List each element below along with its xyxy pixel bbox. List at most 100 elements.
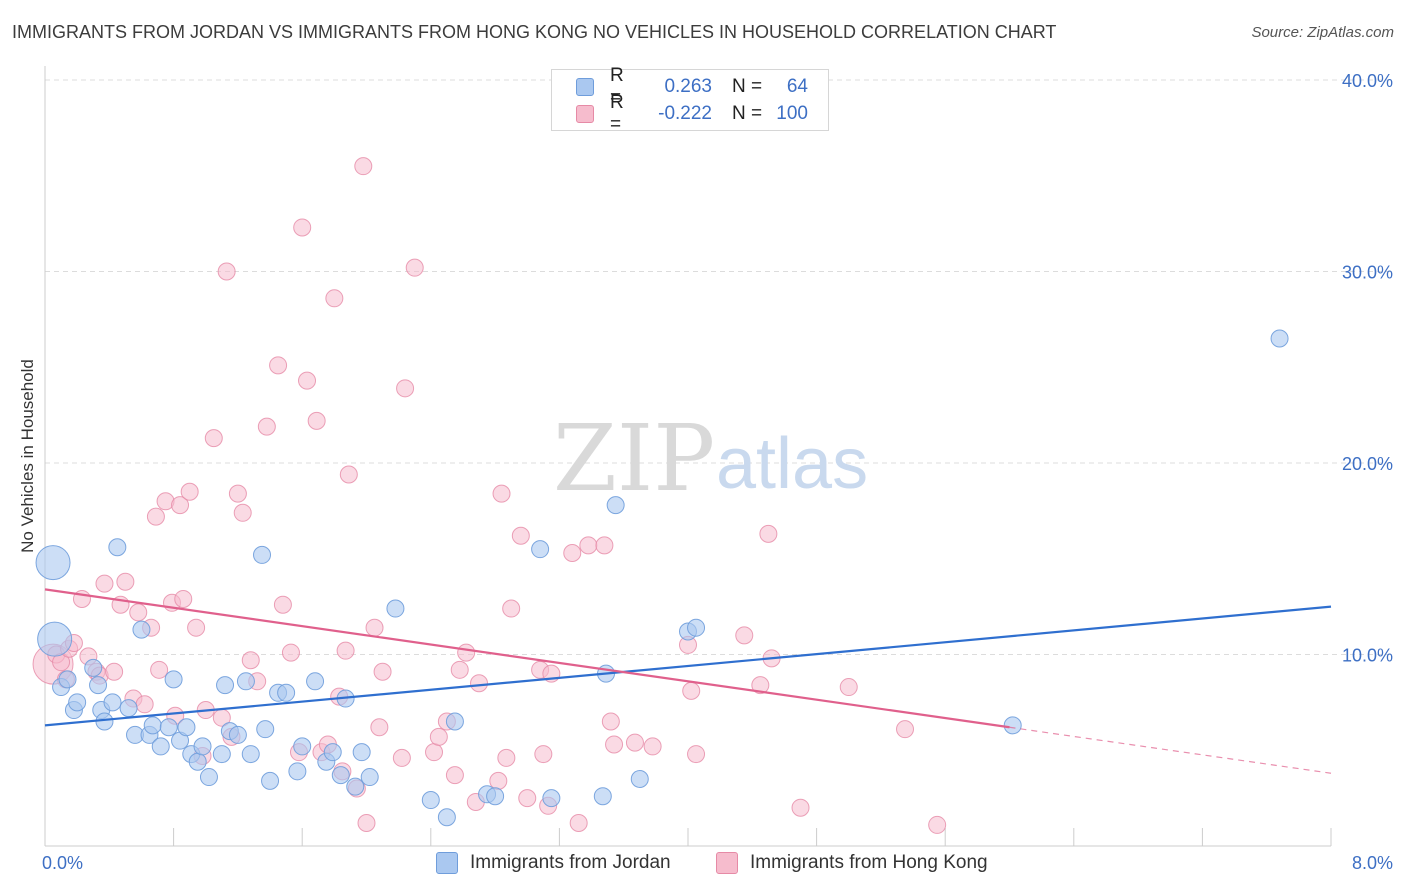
hongkong-point — [129, 603, 148, 622]
hongkong-point — [502, 599, 521, 618]
legend-r-value: 0.263 — [664, 76, 712, 97]
hongkong-point — [95, 574, 114, 593]
watermark-atlas: atlas — [716, 424, 868, 504]
hongkong-point — [735, 626, 754, 645]
hongkong-point — [605, 735, 624, 754]
hongkong-point — [625, 733, 644, 752]
hongkong-point — [682, 681, 701, 700]
hongkong-point — [204, 429, 223, 448]
jordan-point — [241, 745, 260, 764]
y-tick-label: 30.0% — [1342, 263, 1393, 283]
hongkong-point — [336, 641, 355, 660]
hongkong-point — [392, 748, 411, 767]
jordan-point — [108, 538, 127, 557]
axes — [44, 66, 1332, 847]
jordan-point — [199, 768, 218, 787]
hongkong-point — [269, 356, 288, 375]
jordan-point — [236, 672, 255, 691]
legend-item-hongkong: Immigrants from Hong Kong — [716, 852, 988, 874]
y-tick-label: 10.0% — [1342, 646, 1393, 666]
jordan-point — [143, 716, 162, 735]
hongkong-trend-extension — [1009, 726, 1332, 774]
hongkong-point — [217, 262, 236, 281]
hongkong-point — [228, 484, 247, 503]
hongkong-swatch — [576, 105, 594, 123]
x-tick-label: 8.0% — [1352, 853, 1393, 873]
watermark: ZIP atlas — [553, 405, 868, 512]
jordan-point — [256, 720, 275, 739]
hongkong-point — [298, 371, 317, 390]
legend-label-hongkong: Immigrants from Hong Kong — [750, 852, 988, 873]
jordan-point — [35, 545, 71, 581]
hongkong-point — [187, 618, 206, 637]
jordan-legend-swatch — [436, 852, 458, 874]
jordan-point — [261, 771, 280, 790]
jordan-point — [352, 743, 371, 762]
hongkong-point — [470, 674, 489, 693]
chart-title: IMMIGRANTS FROM JORDAN VS IMMIGRANTS FRO… — [12, 22, 1057, 42]
hongkong-point — [257, 417, 276, 436]
legend-r-label: R = — [610, 92, 624, 135]
gridlines — [45, 79, 1392, 655]
jordan-point — [253, 545, 272, 564]
source-credit: Source: ZipAtlas.com — [1251, 24, 1394, 41]
hongkong-point — [896, 720, 915, 739]
hongkong-point — [489, 771, 508, 790]
hongkong-point — [839, 678, 858, 697]
hongkong-point — [105, 662, 124, 681]
jordan-point — [188, 752, 207, 771]
jordan-point — [151, 737, 170, 756]
jordan-point — [445, 712, 464, 731]
legend-item-jordan: Immigrants from Jordan — [436, 852, 671, 874]
hongkong-point — [534, 745, 553, 764]
jordan-point — [103, 693, 122, 712]
trend-lines — [44, 588, 1332, 774]
jordan-point — [606, 496, 625, 515]
hongkong-point — [429, 727, 448, 746]
hongkong-point — [281, 643, 300, 662]
jordan-point — [437, 808, 456, 827]
jordan-point — [277, 683, 296, 702]
hongkong-point — [273, 595, 292, 614]
hongkong-point — [373, 662, 392, 681]
hongkong-point — [241, 651, 260, 670]
hongkong-point — [307, 411, 326, 430]
jordan-point — [531, 540, 550, 559]
jordan-point — [346, 777, 365, 796]
jordan-point — [58, 670, 77, 689]
hongkong-point — [396, 379, 415, 398]
jordan-point — [323, 743, 342, 762]
jordan-point — [306, 672, 325, 691]
legend-n-label: N = — [732, 76, 763, 97]
hongkong-point — [563, 544, 582, 563]
hongkong-point — [116, 572, 135, 591]
hongkong-point — [579, 536, 598, 555]
hongkong-point — [928, 815, 947, 834]
hongkong-point — [450, 660, 469, 679]
jordan-point — [228, 725, 247, 744]
jordan-point — [542, 789, 561, 808]
hongkong-point — [354, 157, 373, 176]
hongkong-point — [425, 743, 444, 762]
jordan-swatch — [576, 78, 594, 96]
legend-label-jordan: Immigrants from Jordan — [470, 852, 671, 873]
hongkong-point — [687, 745, 706, 764]
hongkong-point — [135, 695, 154, 714]
jordan-point — [293, 737, 312, 756]
hongkong-point — [146, 507, 165, 526]
jordan-point — [68, 693, 87, 712]
jordan-point — [164, 670, 183, 689]
hongkong-point — [339, 465, 358, 484]
hongkong-point — [357, 814, 376, 833]
hongkong-point — [569, 814, 588, 833]
jordan-point — [630, 769, 649, 788]
jordan-point — [84, 658, 103, 677]
hongkong-point — [174, 589, 193, 608]
hongkong-point — [405, 258, 424, 277]
jordan-point — [288, 762, 307, 781]
jordan-point — [360, 768, 379, 787]
jordan-point — [216, 676, 235, 695]
legend-row-jordan: R = 0.263 N = 64 — [576, 65, 808, 108]
hongkong-point — [233, 503, 252, 522]
